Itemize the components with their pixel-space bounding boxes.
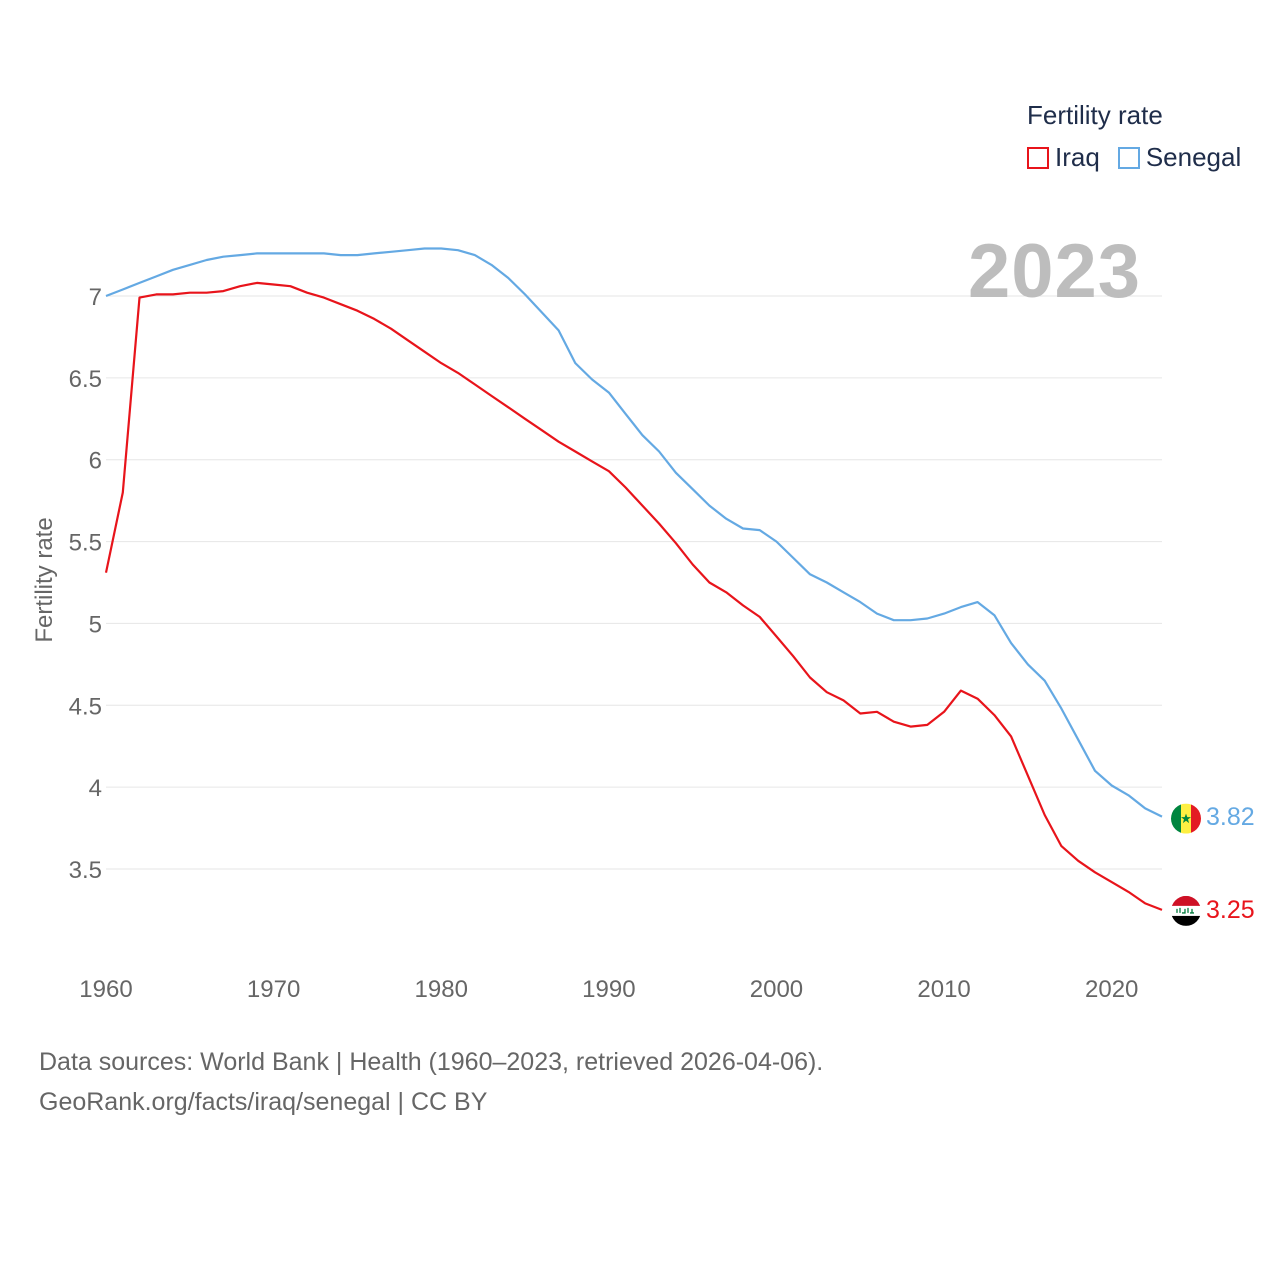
senegal-end-value: 3.82 bbox=[1206, 802, 1255, 831]
current-year-label: 2023 bbox=[968, 229, 1142, 314]
legend-label-iraq: Iraq bbox=[1055, 142, 1100, 172]
y-tick-label: 6.5 bbox=[69, 366, 102, 393]
x-axis-ticks: 1960 1970 1980 1990 2000 2010 2020 bbox=[79, 976, 1138, 1003]
y-axis-ticks: 3.5 4 4.5 5 5.5 6 6.5 7 bbox=[69, 284, 102, 884]
legend-item-senegal[interactable]: Senegal bbox=[1117, 142, 1242, 173]
footer: Data sources: World Bank | Health (1960–… bbox=[39, 1042, 823, 1122]
series-line-senegal bbox=[105, 247, 1163, 818]
footer-sources: Data sources: World Bank | Health (1960–… bbox=[39, 1048, 824, 1076]
x-tick-label: 1970 bbox=[247, 976, 300, 1003]
legend: Iraq Senegal bbox=[1027, 142, 1259, 173]
x-tick-label: 2000 bbox=[750, 976, 803, 1003]
legend-title: Fertility rate bbox=[1027, 100, 1163, 130]
iraq-flag-icon bbox=[1171, 895, 1201, 926]
x-tick-label: 1990 bbox=[582, 976, 635, 1003]
legend-label-senegal: Senegal bbox=[1145, 142, 1242, 172]
legend-item-iraq[interactable]: Iraq bbox=[1027, 142, 1100, 173]
series-lines bbox=[104, 247, 1163, 911]
grid-lines bbox=[106, 295, 1162, 870]
y-tick-label: 4 bbox=[89, 775, 102, 802]
x-tick-label: 1960 bbox=[79, 976, 132, 1003]
legend-swatch-iraq bbox=[1027, 146, 1049, 169]
y-tick-label: 7 bbox=[89, 284, 102, 311]
series-line-iraq bbox=[104, 281, 1163, 911]
x-tick-label: 2020 bbox=[1085, 976, 1138, 1003]
x-tick-label: 2010 bbox=[917, 976, 970, 1003]
x-tick-label: 1980 bbox=[415, 976, 468, 1003]
y-tick-label: 4.5 bbox=[69, 693, 102, 720]
y-axis-label: Fertility rate bbox=[31, 517, 58, 642]
senegal-flag-icon bbox=[1171, 803, 1201, 834]
y-tick-label: 3.5 bbox=[69, 857, 102, 884]
y-tick-label: 6 bbox=[89, 448, 102, 475]
y-tick-label: 5 bbox=[89, 611, 102, 638]
legend-swatch-senegal bbox=[1117, 146, 1140, 169]
iraq-end-value: 3.25 bbox=[1206, 895, 1255, 924]
y-tick-label: 5.5 bbox=[69, 530, 102, 557]
footer-credit: GeoRank.org/facts/iraq/senegal | CC BY bbox=[39, 1088, 488, 1116]
